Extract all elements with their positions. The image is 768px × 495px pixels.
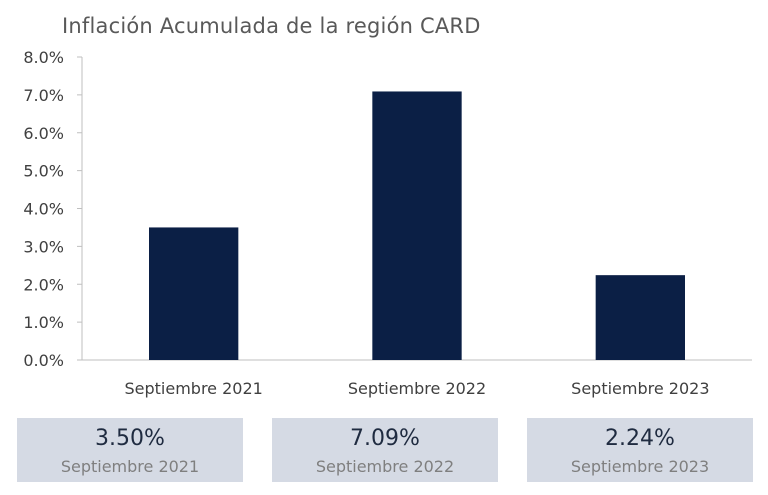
bar-chart: 0.0% 1.0% 2.0% 3.0% 4.0% 5.0% 6.0% 7.0% 8.0% Sept…: [23, 48, 752, 398]
summary-card-2021: 3.50% Septiembre 2021: [17, 418, 243, 482]
summary-card-2022: 7.09% Septiembre 2022: [272, 418, 498, 482]
summary-card-2023: 2.24% Septiembre 2023: [527, 418, 753, 482]
y-tick-label: 2.0%: [23, 275, 64, 294]
card-value: 7.09%: [350, 426, 420, 451]
chart-title: Inflación Acumulada de la región CARD: [62, 14, 481, 38]
y-tick-label: 4.0%: [23, 200, 64, 219]
bar: [595, 275, 685, 360]
x-tick-label: Septiembre 2021: [124, 379, 262, 398]
card-value: 2.24%: [605, 426, 675, 451]
bar: [149, 227, 239, 360]
x-tick-label: Septiembre 2022: [348, 379, 486, 398]
y-tick-label: 7.0%: [23, 86, 64, 105]
y-tick-label: 6.0%: [23, 124, 64, 143]
y-tick-label: 1.0%: [23, 313, 64, 332]
card-label: Septiembre 2022: [315, 457, 455, 476]
x-tick-label: Septiembre 2023: [571, 379, 709, 398]
card-label: Septiembre 2023: [570, 457, 710, 476]
y-tick-label: 8.0%: [23, 48, 64, 67]
summary-cards: 3.50% Septiembre 2021 7.09% Septiembre 2…: [0, 418, 768, 482]
y-tick-label: 3.0%: [23, 237, 64, 256]
y-tick-label: 0.0%: [23, 351, 64, 370]
bar: [372, 91, 462, 360]
card-value: 3.50%: [95, 426, 165, 451]
card-label: Septiembre 2021: [60, 457, 200, 476]
y-tick-label: 5.0%: [23, 162, 64, 181]
